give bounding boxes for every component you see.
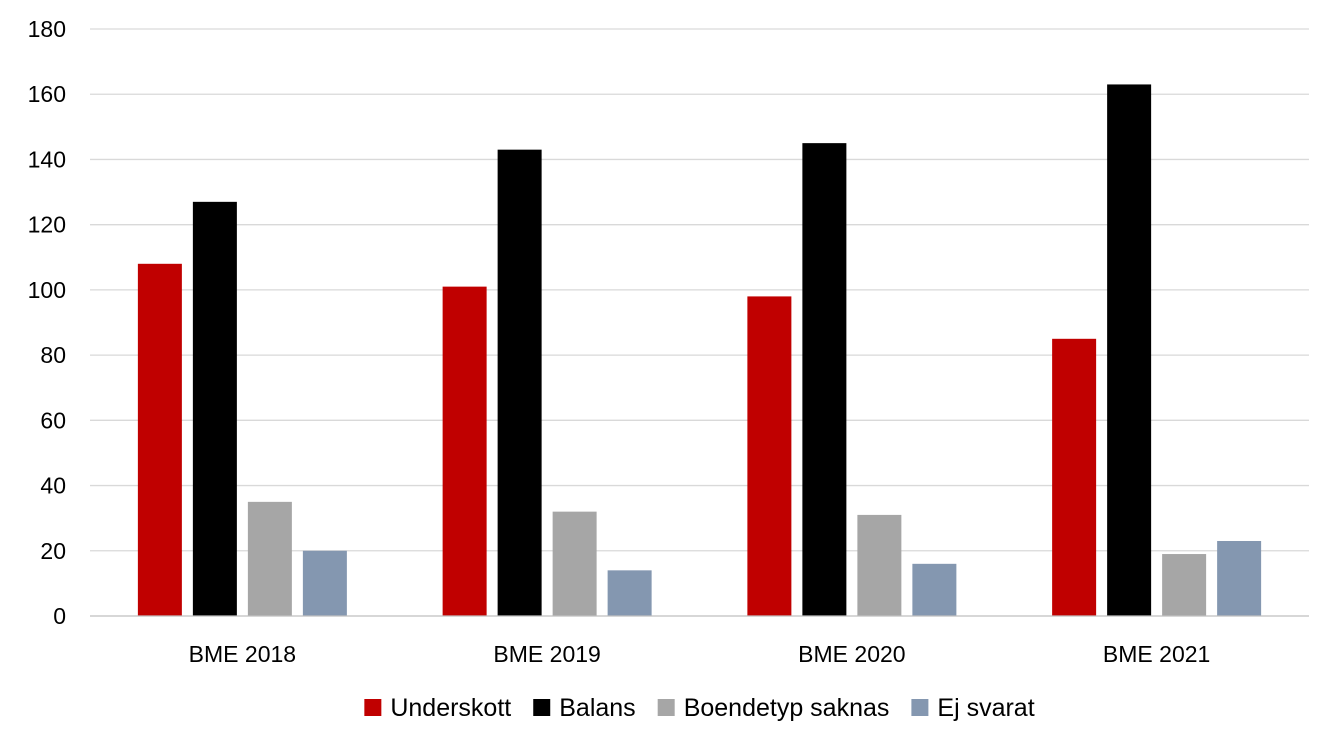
y-tick-label: 160 <box>28 81 66 107</box>
bar-ej-svarat <box>1217 540 1262 616</box>
legend-label: Underskott <box>390 694 511 722</box>
legend-label: Boendetyp saknas <box>684 694 890 722</box>
x-category-label: BME 2020 <box>798 641 905 667</box>
bar-balans <box>192 201 237 617</box>
bar-balans <box>497 149 542 616</box>
y-tick-label: 20 <box>40 538 66 564</box>
legend: Underskott Balans Boendetyp saknas Ej svara… <box>364 694 1035 722</box>
legend-swatch <box>911 699 929 716</box>
bar-ej-svarat <box>912 563 957 616</box>
bar-underskott <box>137 263 182 616</box>
legend-swatch <box>364 699 382 716</box>
y-tick-label: 140 <box>28 146 66 172</box>
y-tick-label: 60 <box>40 407 66 433</box>
y-tick-label: 100 <box>28 277 66 303</box>
bar-ej-svarat <box>607 570 652 616</box>
x-axis: BME 2018 BME 2019 BME 2020 BME 2021 <box>90 615 1309 667</box>
x-category-label: BME 2018 <box>189 641 296 667</box>
bar-underskott <box>747 296 792 616</box>
bar-boendetyp-saknas <box>1162 554 1207 616</box>
bar-balans <box>802 143 847 616</box>
legend-swatch <box>533 699 551 716</box>
x-category-label: BME 2019 <box>493 641 600 667</box>
y-tick-label: 0 <box>53 603 66 629</box>
y-tick-label: 120 <box>28 212 66 238</box>
x-category-label: BME 2021 <box>1103 641 1210 667</box>
y-tick-label: 180 <box>28 16 66 42</box>
bar-balans <box>1107 84 1152 616</box>
bar-boendetyp-saknas <box>247 501 292 616</box>
y-axis-ticks: 0 20 40 60 80 100 120 140 160 180 <box>28 16 66 629</box>
y-tick-label: 80 <box>40 342 66 368</box>
bar-ej-svarat <box>302 550 347 616</box>
bar-underskott <box>442 286 487 616</box>
bar-boendetyp-saknas <box>857 514 902 616</box>
y-tick-label: 40 <box>40 473 66 499</box>
gridlines <box>90 28 1309 552</box>
legend-swatch <box>657 699 675 716</box>
bar-boendetyp-saknas <box>552 511 597 616</box>
bars <box>137 84 1262 617</box>
bar-underskott <box>1052 338 1097 616</box>
legend-label: Ej svarat <box>937 694 1034 722</box>
legend-label: Balans <box>559 694 635 722</box>
